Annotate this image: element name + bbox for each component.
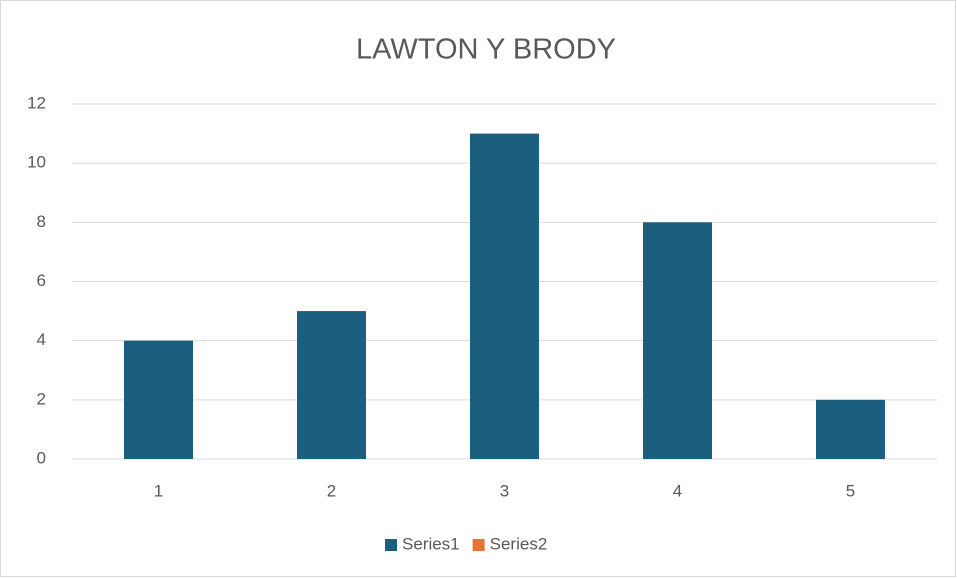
x-tick-label: 4 [673, 481, 682, 500]
y-tick-label: 0 [37, 448, 46, 467]
bar [470, 133, 539, 460]
y-tick-label: 8 [37, 212, 46, 231]
y-tick-label: 12 [27, 93, 46, 112]
bar [297, 311, 366, 459]
bar [124, 340, 193, 459]
legend-label: Series2 [490, 534, 548, 553]
legend-swatch [385, 539, 397, 551]
x-tick-label: 1 [154, 481, 163, 500]
y-tick-label: 4 [37, 330, 46, 349]
chart-title: LAWTON Y BRODY [356, 34, 616, 66]
y-tick-label: 2 [37, 389, 46, 408]
bar [643, 222, 712, 459]
x-tick-label: 3 [500, 481, 509, 500]
legend-label: Series1 [402, 534, 460, 553]
x-tick-label: 5 [846, 481, 855, 500]
y-tick-label: 6 [37, 271, 46, 290]
bar [816, 399, 885, 459]
legend-swatch [472, 539, 485, 551]
x-tick-label: 2 [327, 481, 336, 500]
y-tick-label: 10 [27, 153, 46, 172]
